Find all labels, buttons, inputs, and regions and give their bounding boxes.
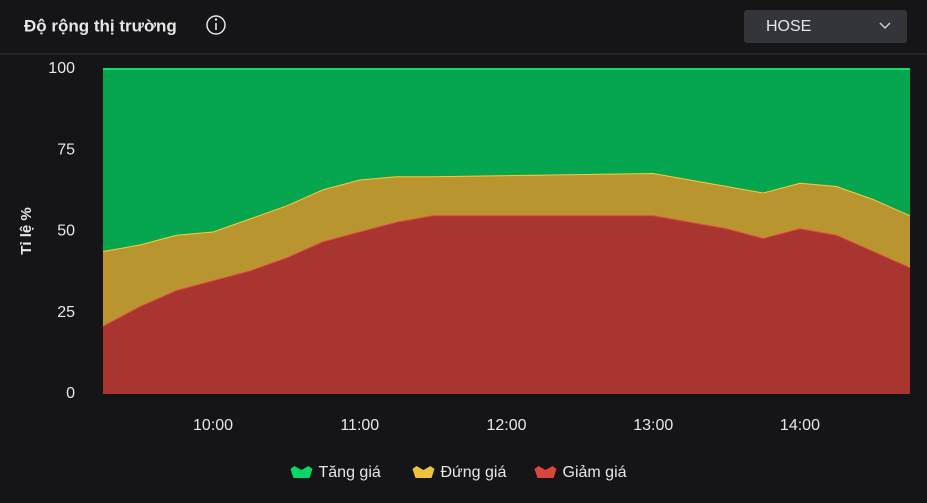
x-tick-label: 13:00 [633,417,673,434]
info-icon[interactable] [206,15,226,35]
legend-swatch [534,466,557,478]
legend-label: Giảm giá [563,464,627,481]
widget-title: Độ rộng thị trường [24,16,177,35]
legend-label: Đứng giá [441,464,507,481]
y-tick-label: 0 [66,385,75,402]
legend-swatch [290,466,313,478]
legend-item[interactable]: Tăng giá [290,464,381,481]
y-tick-label: 50 [57,223,75,240]
market-dropdown[interactable]: HOSE [744,10,907,43]
legend-item[interactable]: Giảm giá [534,464,627,481]
y-tick-label: 100 [48,60,75,77]
legend-swatch [412,466,435,478]
legend-item[interactable]: Đứng giá [412,464,507,481]
area [103,69,910,251]
y-tick-label: 25 [57,304,75,321]
x-tick-label: 12:00 [486,417,526,434]
y-tick-label: 75 [57,141,75,158]
dropdown-value: HOSE [766,18,811,35]
x-tick-label: 10:00 [193,417,233,434]
y-axis-title: Tỉ lệ % [18,207,35,255]
x-tick-label: 14:00 [780,417,820,434]
area [103,215,910,394]
x-tick-label: 11:00 [340,417,379,434]
area [103,173,910,326]
legend-label: Tăng giá [319,464,381,481]
